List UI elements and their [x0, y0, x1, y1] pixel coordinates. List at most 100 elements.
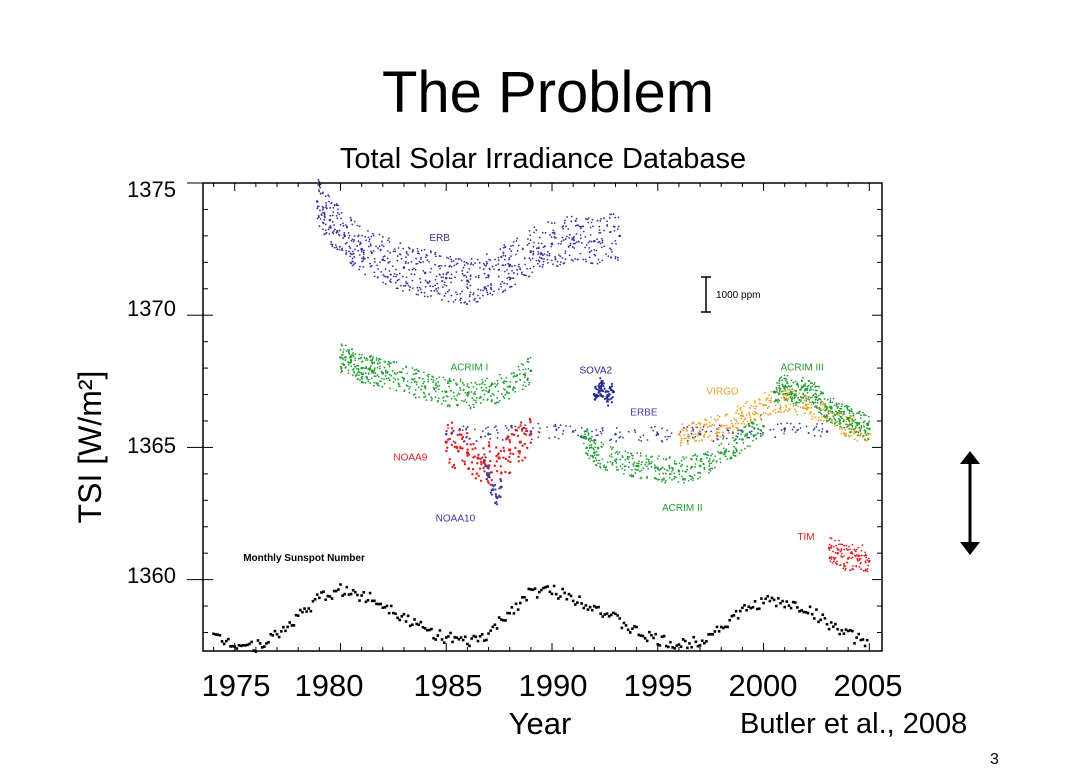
noise-point [442, 399, 445, 402]
noise-point [838, 414, 841, 417]
noise-point [848, 545, 850, 548]
sunspot-point [844, 628, 848, 631]
noise-point [824, 409, 826, 412]
noise-point [491, 265, 494, 268]
noise-point [599, 465, 601, 468]
noise-point [465, 436, 468, 439]
noise-point [701, 439, 703, 442]
noise-point [529, 239, 532, 242]
noise-point [446, 423, 450, 427]
noise-point [550, 222, 553, 225]
noise-point [352, 260, 354, 263]
noise-point [843, 405, 846, 408]
noise-point [351, 374, 354, 377]
noise-point [548, 252, 551, 255]
sunspot-point [529, 588, 533, 591]
noise-point [745, 424, 748, 427]
noise-point [818, 397, 821, 400]
noise-point [528, 275, 531, 278]
noise-point [325, 207, 328, 210]
noise-point [752, 421, 754, 423]
sunspot-point [838, 632, 841, 636]
noise-point [506, 282, 509, 285]
sunspot-point [506, 611, 509, 615]
sunspot-point [364, 600, 368, 604]
data-point [825, 406, 829, 410]
noise-point [543, 253, 546, 256]
noise-point [390, 374, 393, 377]
noise-point [358, 243, 361, 246]
noise-point [459, 445, 462, 449]
noise-point [854, 418, 857, 421]
data-point [614, 459, 617, 462]
noise-point [366, 378, 368, 380]
noise-point [751, 412, 754, 415]
noise-point [699, 426, 702, 429]
noise-point [866, 559, 869, 561]
noise-point [559, 255, 562, 258]
noise-point [817, 394, 820, 397]
noise-point [413, 273, 416, 276]
noise-point [506, 277, 509, 280]
noise-point [849, 415, 852, 418]
noise-point [668, 466, 671, 468]
noise-point [642, 467, 645, 470]
sunspot-point [700, 639, 704, 642]
noise-point [548, 254, 551, 257]
noise-point [602, 385, 605, 388]
noise-point [673, 462, 676, 465]
sunspot-point [239, 644, 243, 648]
noise-point [786, 388, 789, 391]
noise-point [851, 556, 854, 559]
noise-point [831, 562, 834, 564]
noise-point [593, 448, 596, 451]
noise-point [393, 361, 396, 364]
noise-point [448, 461, 451, 464]
noise-point [542, 263, 545, 266]
noise-point [574, 224, 577, 227]
noise-point [671, 467, 674, 470]
noise-point [749, 445, 751, 448]
noise-point [486, 377, 488, 380]
sunspot-point [605, 612, 609, 615]
sunspot-point [554, 592, 558, 596]
noise-point [829, 401, 832, 404]
noise-point [835, 560, 838, 563]
noise-point [730, 456, 732, 459]
noise-point [450, 389, 452, 392]
data-point [804, 403, 808, 407]
noise-point [860, 432, 862, 435]
sunspot-point [715, 625, 719, 629]
noise-point [860, 568, 863, 570]
noise-point [689, 475, 692, 478]
noise-point [354, 248, 356, 251]
noise-point [827, 412, 830, 415]
noise-point [350, 262, 353, 265]
noise-point [585, 244, 588, 246]
noise-point [732, 424, 735, 427]
noise-point [442, 376, 445, 379]
noise-point [754, 412, 757, 415]
sunspot-point [593, 604, 596, 608]
noise-point [495, 469, 499, 473]
noise-point [394, 378, 397, 381]
noise-point [316, 205, 319, 208]
noise-point [479, 289, 482, 291]
noise-point [508, 471, 512, 474]
noise-point [838, 427, 841, 430]
noise-point [830, 537, 833, 540]
sunspot-point [296, 614, 300, 617]
noise-point [317, 181, 320, 184]
noise-point [485, 386, 488, 389]
noise-point [465, 275, 468, 278]
data-point [571, 237, 575, 240]
noise-point [588, 444, 591, 447]
data-point [762, 424, 765, 428]
noise-point [841, 552, 843, 555]
noise-point [418, 376, 421, 379]
noise-point [681, 428, 683, 431]
noise-point [614, 240, 617, 242]
noise-point [361, 260, 364, 263]
data-point [465, 451, 470, 455]
sunspot-point [474, 635, 478, 639]
